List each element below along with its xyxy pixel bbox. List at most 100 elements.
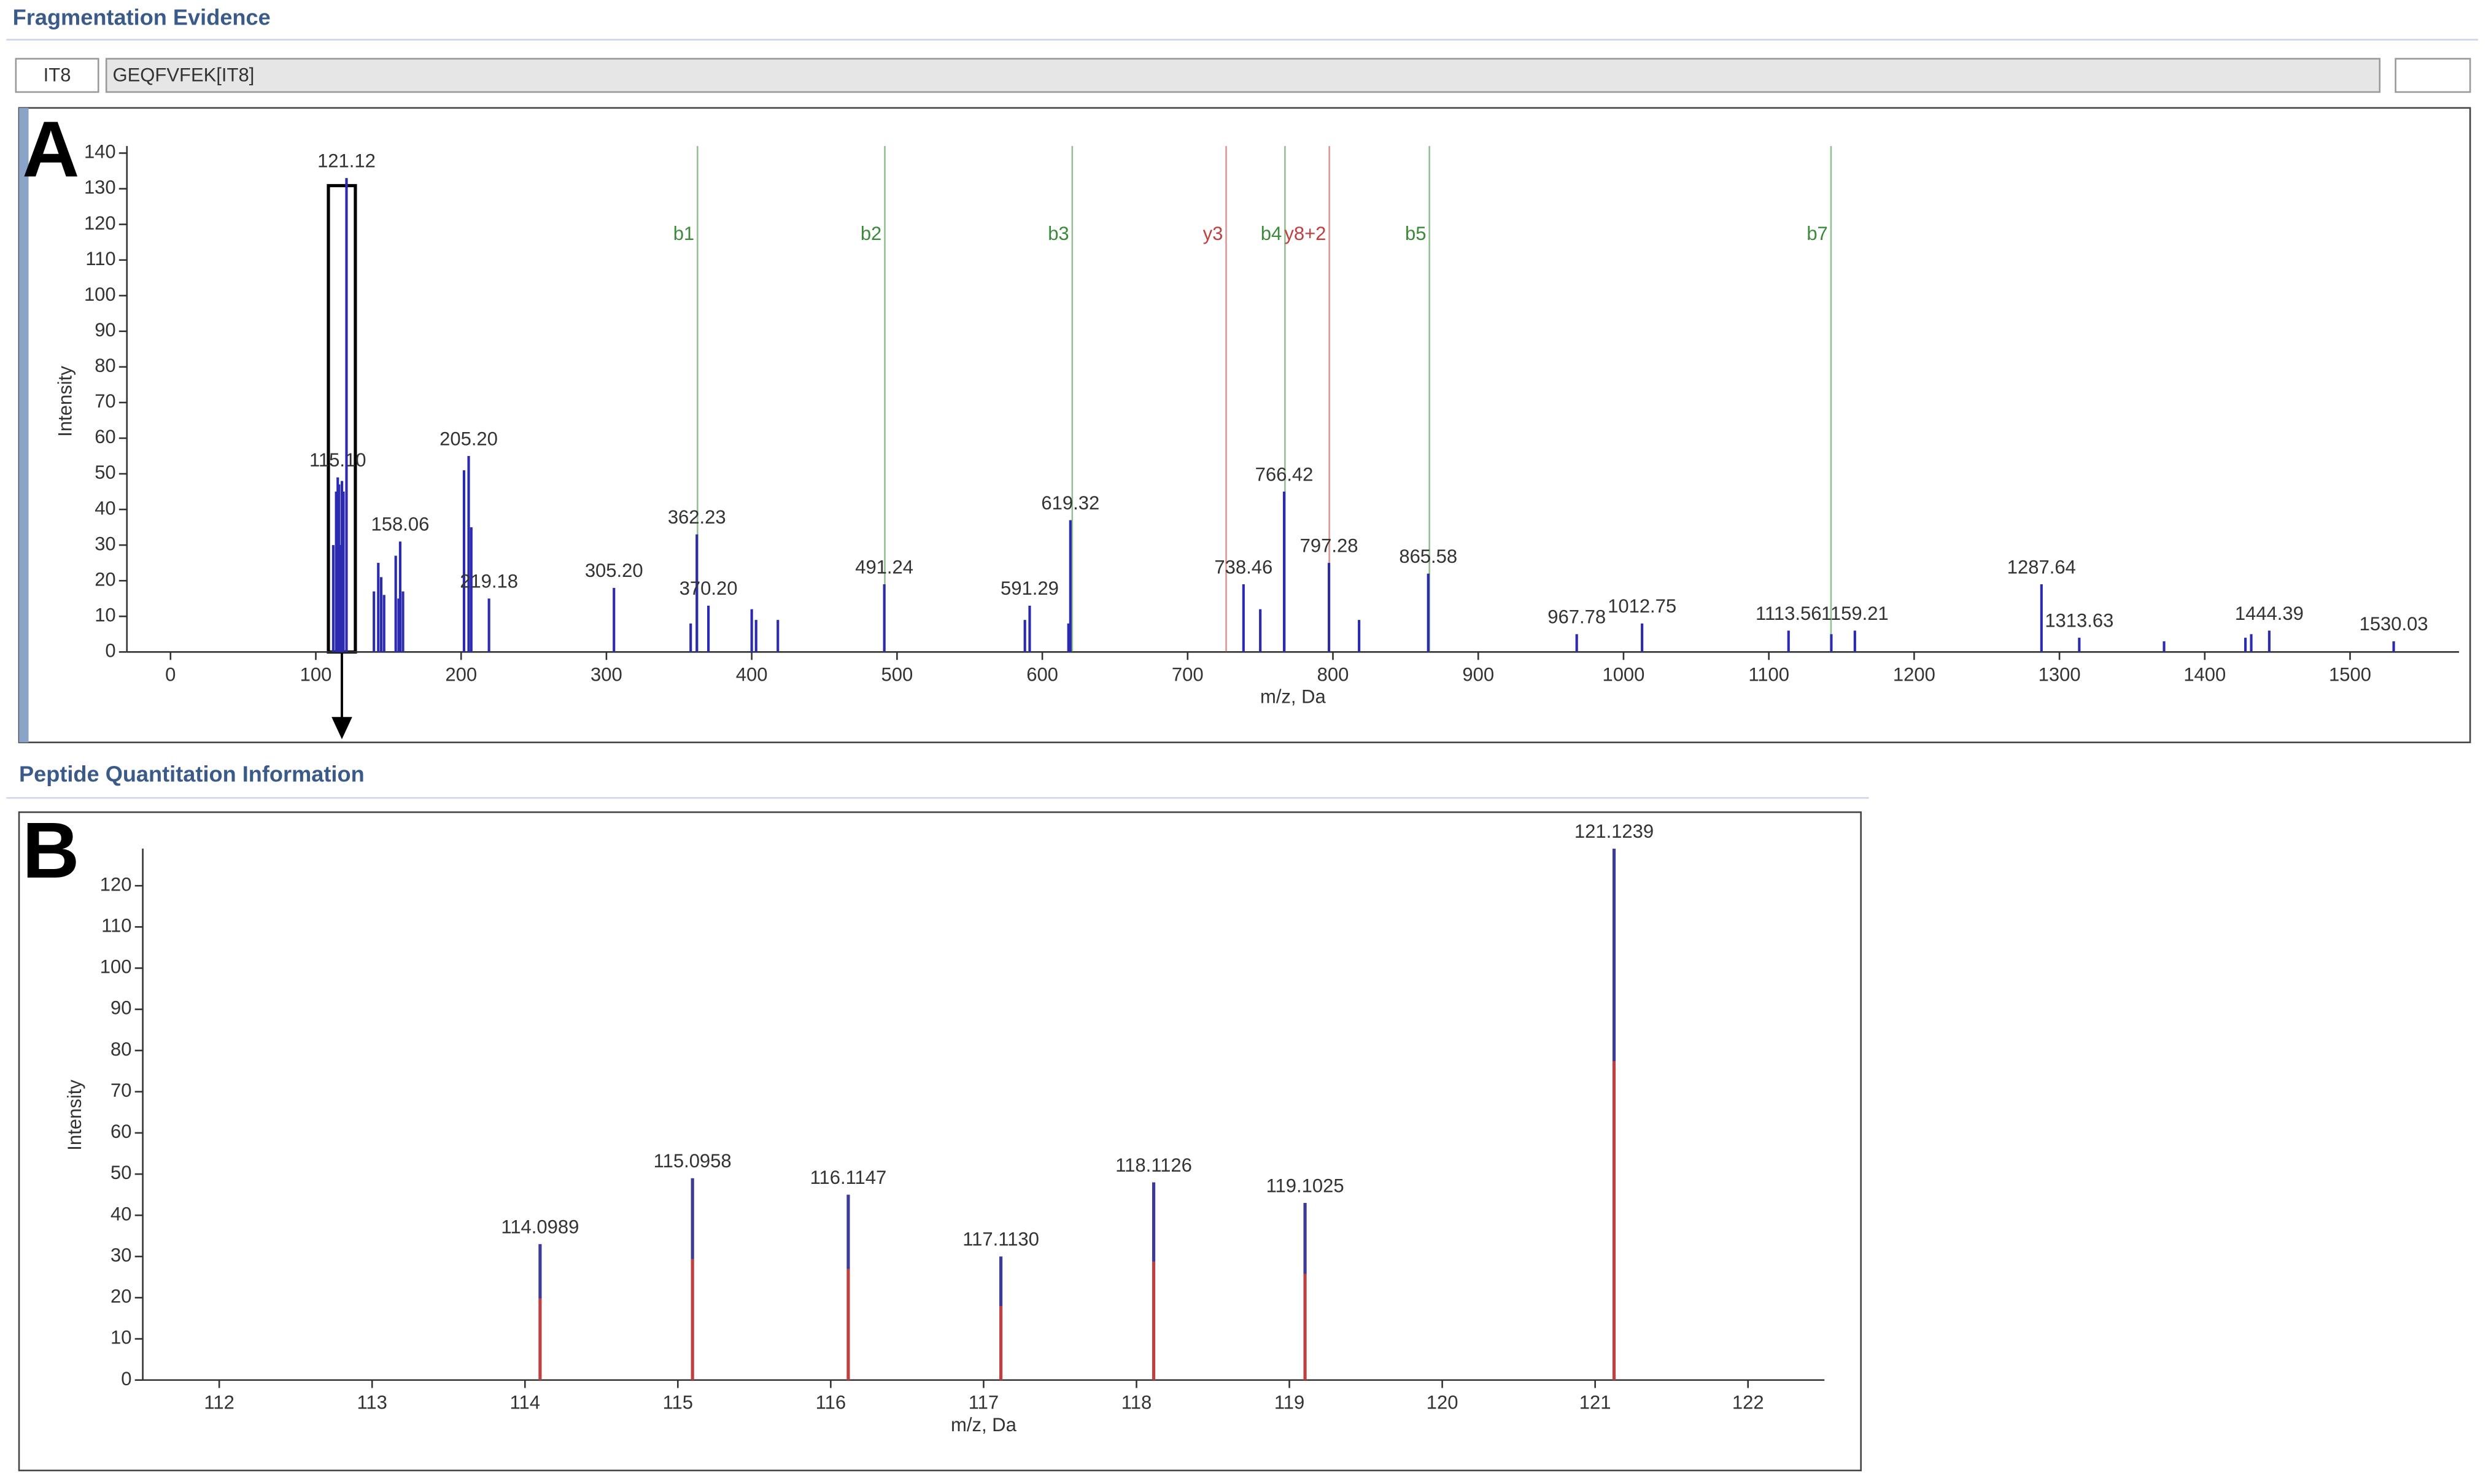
x-tick-label: 1200 — [1893, 663, 1935, 685]
y-tick-label: 90 — [110, 997, 131, 1019]
x-tick-label: 113 — [357, 1392, 387, 1413]
x-tick-label: 112 — [204, 1392, 234, 1413]
y-tick-label: 120 — [84, 212, 116, 234]
y-tick-label: 0 — [105, 640, 115, 662]
y-tick-label: 60 — [110, 1121, 131, 1142]
y-tick-label: 100 — [84, 284, 116, 305]
peak — [846, 1194, 850, 1380]
peak-label: 362.23 — [668, 506, 726, 528]
peak-label: 1287.64 — [2007, 556, 2076, 578]
fragment-label: y8+2 — [1284, 223, 1326, 244]
fragment-label: b5 — [1405, 223, 1426, 244]
y-tick-label: 20 — [110, 1286, 131, 1307]
side-box — [2395, 58, 2471, 93]
x-tick-label: 200 — [445, 663, 477, 685]
peak — [1303, 1203, 1307, 1380]
y-axis-label: Intensity — [64, 1080, 85, 1151]
peak-label: 305.20 — [585, 560, 643, 581]
peak-label: 1012.75 — [1608, 595, 1676, 617]
fragment-label: b1 — [673, 223, 694, 244]
peak-label: 117.1130 — [962, 1229, 1039, 1250]
peak-label: 118.1126 — [1115, 1154, 1192, 1176]
panel-letter: B — [22, 806, 79, 895]
y-tick-label: 10 — [95, 604, 115, 625]
panel-accent — [19, 107, 29, 743]
x-tick-label: 116 — [816, 1392, 846, 1413]
y-tick-label: 0 — [121, 1368, 131, 1389]
x-tick-label: 121 — [1579, 1392, 1611, 1413]
y-tick-label: 140 — [84, 141, 116, 163]
fragment-label: b2 — [861, 223, 881, 244]
peak-label: 121.12 — [317, 150, 376, 171]
y-tick-label: 30 — [110, 1244, 131, 1266]
fragment-label: b4 — [1261, 223, 1282, 244]
peak-label: 115.0958 — [654, 1150, 732, 1172]
y-tick-label: 110 — [101, 915, 131, 937]
section-title: Peptide Quantitation Information — [19, 761, 365, 786]
y-tick-label: 40 — [95, 497, 115, 519]
y-tick-label: 50 — [110, 1162, 131, 1183]
zoom-arrowhead — [331, 717, 352, 740]
peptide-field[interactable] — [105, 58, 2381, 93]
peak-label: 158.06 — [371, 514, 430, 535]
x-axis-label: m/z, Da — [951, 1414, 1017, 1436]
x-tick-label: 100 — [300, 663, 332, 685]
peak — [691, 1178, 694, 1380]
section-title: Fragmentation Evidence — [13, 5, 271, 30]
peak-label: 1113.56 — [1756, 603, 1821, 624]
peak-label: 865.58 — [1399, 546, 1457, 567]
fragment-label: b7 — [1806, 223, 1827, 244]
x-tick-label: 115 — [663, 1392, 693, 1413]
y-tick-label: 110 — [85, 248, 115, 269]
peak-label: 591.29 — [1001, 578, 1059, 599]
x-tick-label: 700 — [1172, 663, 1204, 685]
tab[interactable] — [15, 58, 99, 93]
peak-label: 116.1147 — [810, 1167, 887, 1188]
y-tick-label: 130 — [84, 177, 116, 198]
peak-label: 114.0989 — [501, 1216, 579, 1237]
panel-letter: A — [22, 106, 79, 194]
x-tick-label: 119 — [1274, 1392, 1304, 1413]
tab-label: IT8 — [44, 64, 71, 85]
peak-label: 121.1239 — [1574, 821, 1654, 842]
fragment-label: b3 — [1048, 223, 1069, 244]
y-tick-label: 100 — [100, 956, 132, 978]
panel-frame — [18, 811, 1862, 1472]
peak — [1152, 1182, 1156, 1380]
x-tick-label: 600 — [1026, 663, 1058, 685]
x-tick-label: 118 — [1121, 1392, 1152, 1413]
x-tick-label: 0 — [165, 663, 176, 685]
y-tick-label: 90 — [95, 319, 115, 341]
peak-label: 797.28 — [1300, 535, 1358, 557]
x-axis-label: m/z, Da — [1260, 686, 1326, 707]
y-tick-label: 120 — [100, 873, 132, 895]
x-tick-label: 1000 — [1602, 663, 1644, 685]
x-tick-label: 122 — [1732, 1392, 1764, 1413]
y-tick-label: 40 — [110, 1203, 131, 1224]
x-tick-label: 120 — [1427, 1392, 1458, 1413]
y-tick-label: 10 — [110, 1327, 131, 1348]
fragment-label: y3 — [1203, 223, 1223, 244]
peak-label: 738.46 — [1214, 556, 1272, 578]
y-tick-label: 70 — [95, 390, 115, 412]
y-tick-label: 80 — [95, 355, 115, 376]
peak — [538, 1244, 542, 1380]
peak-label: 205.20 — [440, 428, 498, 449]
y-axis-label: Intensity — [55, 366, 76, 437]
x-tick-label: 1100 — [1748, 663, 1789, 685]
peak-label: 1313.63 — [2045, 609, 2113, 631]
peak-label: 115.10 — [309, 449, 366, 471]
peak-label: 119.1025 — [1266, 1175, 1344, 1196]
y-tick-label: 80 — [110, 1038, 131, 1060]
x-tick-label: 1400 — [2183, 663, 2226, 685]
x-tick-label: 1500 — [2329, 663, 2371, 685]
y-tick-label: 50 — [95, 462, 115, 483]
x-tick-label: 300 — [591, 663, 622, 685]
peptide-text: GEQFVFEK[IT8] — [113, 64, 255, 85]
peak-label: 370.20 — [680, 578, 738, 599]
peak — [1612, 848, 1616, 1380]
x-tick-label: 500 — [881, 663, 913, 685]
y-tick-label: 60 — [95, 426, 115, 447]
peak-label: 766.42 — [1255, 463, 1314, 485]
y-tick-label: 20 — [95, 568, 115, 590]
